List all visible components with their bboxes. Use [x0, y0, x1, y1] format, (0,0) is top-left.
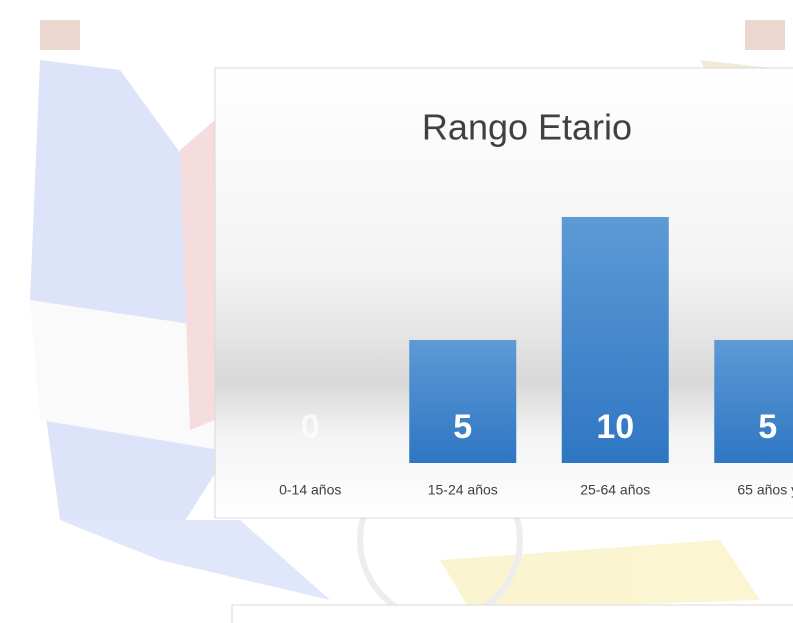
value-label: 10	[596, 408, 634, 446]
bar	[714, 340, 793, 463]
background-emblem	[30, 20, 793, 623]
x-tick-label: 15-24 años	[428, 482, 498, 498]
value-label: 0	[301, 408, 320, 446]
bar	[561, 217, 669, 463]
x-tick-label: 25-64 años	[580, 482, 650, 498]
plot-area: 0 0-14 años 5 15-24 años 10 25-64 años 5 65 año…	[279, 217, 793, 498]
x-tick-label: 0-14 años	[279, 482, 341, 498]
value-label: 5	[758, 408, 777, 446]
chart-title: Rango Etario	[422, 107, 632, 148]
value-label: 5	[453, 408, 472, 446]
bar	[409, 340, 517, 463]
next-card	[231, 604, 793, 623]
x-tick-label: 65 años y	[737, 482, 793, 498]
